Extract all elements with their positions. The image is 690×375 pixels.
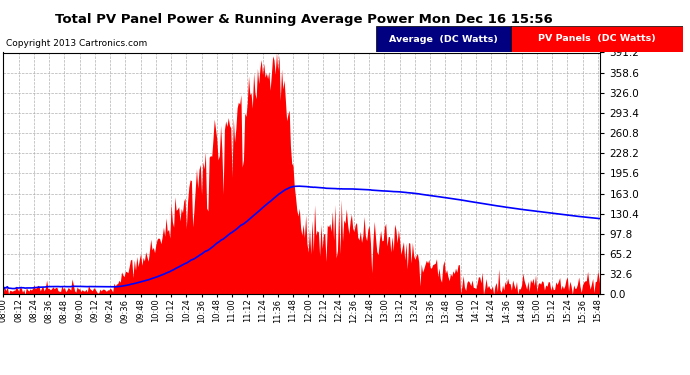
Text: Copyright 2013 Cartronics.com: Copyright 2013 Cartronics.com [6,39,147,48]
Text: Average  (DC Watts): Average (DC Watts) [389,34,498,44]
FancyBboxPatch shape [376,26,511,52]
Text: Total PV Panel Power & Running Average Power Mon Dec 16 15:56: Total PV Panel Power & Running Average P… [55,13,553,26]
Text: PV Panels  (DC Watts): PV Panels (DC Watts) [538,34,656,44]
FancyBboxPatch shape [511,26,683,52]
